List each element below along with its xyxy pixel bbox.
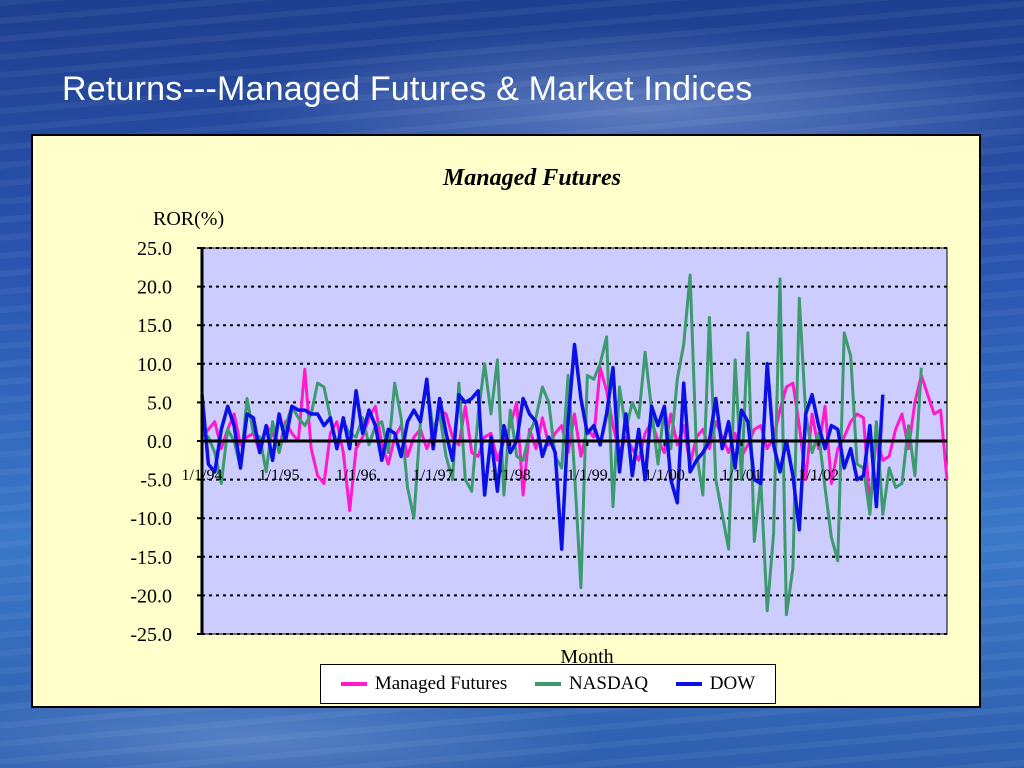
x-tick-label: 1/1/99: [567, 467, 608, 484]
legend-swatch-managed-futures: [340, 682, 367, 686]
chart-legend: Managed Futures NASDAQ DOW: [320, 664, 776, 704]
y-axis-ticks: 25.0 20.0 15.0 10.0 5.0 0.0 -5.0 -10.0 -15.0 -20.…: [130, 238, 202, 646]
x-tick-label: 1/1/02: [798, 467, 839, 484]
y-tick-label: -20.0: [130, 585, 172, 607]
line-chart: Managed Futures ROR(%) Month 25.0 20.0 15.…: [130, 165, 949, 668]
y-tick-label: 20.0: [137, 277, 172, 299]
chart-title: Managed Futures: [442, 165, 621, 191]
series-line-nasdaq: [201, 273, 923, 617]
series-line-dow: [200, 342, 885, 551]
y-tick-label: 25.0: [137, 238, 172, 260]
x-tick-label: 1/1/94: [182, 467, 223, 484]
legend-item-nasdaq: NASDAQ: [534, 673, 649, 695]
y-tick-label: -5.0: [140, 470, 172, 492]
y-tick-label: -10.0: [130, 508, 172, 530]
legend-swatch-nasdaq: [534, 682, 561, 686]
y-tick-label: 10.0: [137, 354, 172, 376]
x-tick-label: 1/1/96: [336, 467, 377, 484]
x-tick-label: 1/1/98: [490, 467, 531, 484]
y-axis-label: ROR(%): [153, 208, 224, 230]
series-line-managed-futures: [200, 366, 949, 512]
legend-item-managed-futures: Managed Futures: [340, 673, 508, 695]
x-axis-ticks: 1/1/94 1/1/95 1/1/96 1/1/97 1/1/98 1/1/99 1/1/…: [182, 441, 839, 484]
legend-swatch-dow: [675, 682, 702, 686]
series-lines: [200, 273, 949, 617]
x-tick-label: 1/1/97: [413, 467, 454, 484]
chart-frame: Managed Futures ROR(%) Month 25.0 20.0 15.…: [31, 134, 981, 708]
y-tick-label: 5.0: [147, 392, 172, 414]
legend-label-managed-futures: Managed Futures: [374, 673, 508, 694]
x-tick-label: 1/1/00: [644, 467, 685, 484]
x-axis-label: Month: [560, 646, 613, 668]
legend-label-nasdaq: NASDAQ: [568, 673, 649, 694]
y-tick-label: -15.0: [130, 547, 172, 569]
y-tick-label: -25.0: [130, 624, 172, 646]
y-tick-label: 15.0: [137, 315, 172, 337]
x-tick-label: 1/1/95: [259, 467, 300, 484]
y-tick-label: 0.0: [147, 431, 172, 453]
legend-label-dow: DOW: [709, 673, 756, 694]
legend-item-dow: DOW: [675, 673, 756, 695]
x-tick-label: 1/1/01: [721, 467, 762, 484]
slide-title: Returns---Managed Futures & Market Indic…: [62, 70, 753, 108]
